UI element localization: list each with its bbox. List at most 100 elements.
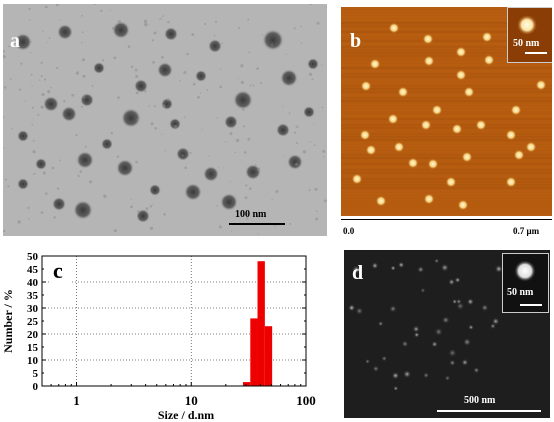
noise-speck: [152, 60, 156, 64]
nanoparticle: [52, 197, 66, 211]
nanoparticle: [466, 298, 475, 306]
noise-speck: [4, 178, 7, 181]
nanoparticle: [491, 317, 500, 326]
noise-speck: [221, 42, 223, 44]
noise-speck: [229, 132, 233, 136]
nanoparticle: [525, 141, 537, 153]
nanoparticle: [307, 58, 319, 70]
scale-bar-label: 500 nm: [464, 395, 496, 406]
sem-micrograph: [347, 258, 503, 391]
noise-speck: [3, 50, 6, 53]
noise-speck: [201, 128, 203, 130]
noise-speck: [260, 82, 263, 85]
noise-speck: [173, 124, 178, 129]
noise-speck: [181, 154, 184, 157]
noise-speck: [116, 155, 120, 158]
noise-speck: [164, 150, 167, 152]
noise-speck: [153, 31, 157, 35]
noise-speck: [82, 74, 86, 78]
noise-speck: [249, 187, 252, 190]
sem-inset: 50 nm: [502, 253, 549, 313]
noise-speck: [311, 78, 314, 81]
nanoparticle: [43, 96, 59, 112]
noise-speck: [245, 184, 248, 187]
nanoparticle: [452, 298, 458, 305]
nanoparticle: [444, 375, 451, 382]
noise-speck: [9, 78, 12, 80]
noise-speck: [151, 204, 153, 206]
noise-speck: [3, 147, 5, 149]
noise-speck: [31, 106, 34, 109]
noise-speck: [135, 91, 139, 95]
nanoparticle: [401, 340, 409, 348]
x-tick-label: 100: [296, 393, 316, 408]
panel-b-label: b: [350, 30, 362, 52]
nanoparticle: [420, 287, 426, 294]
noise-speck: [130, 205, 133, 209]
noise-speck: [117, 96, 120, 99]
scan-line: [341, 10, 552, 12]
nanoparticle: [441, 316, 450, 324]
scan-line: [341, 130, 552, 132]
scan-line: [341, 85, 552, 87]
noise-speck: [41, 93, 45, 96]
noise-speck: [247, 137, 251, 141]
nanoparticle: [455, 46, 467, 58]
nanoparticle: [17, 130, 29, 142]
nanoparticle: [80, 93, 94, 107]
noise-speck: [252, 84, 255, 87]
panel-a-label: a: [10, 30, 20, 52]
noise-speck: [110, 131, 113, 135]
nanoparticle: [381, 355, 388, 362]
noise-speck: [248, 51, 251, 54]
scan-line: [341, 43, 552, 45]
noise-speck: [161, 133, 163, 135]
scan-line: [341, 25, 552, 27]
inset-scale-bar: [520, 304, 542, 306]
noise-speck: [40, 105, 44, 109]
scan-line: [341, 82, 552, 84]
y-tick-label: 0: [33, 381, 39, 393]
nanoparticle: [262, 29, 284, 51]
nanoparticle: [455, 69, 467, 81]
afm-axis-end: 0.7 μm: [513, 226, 540, 236]
noise-speck: [51, 166, 55, 170]
noise-speck: [63, 100, 66, 103]
noise-speck: [204, 23, 207, 25]
nanoparticle: [397, 86, 409, 98]
nanoparticle: [134, 79, 148, 93]
noise-speck: [289, 222, 292, 225]
scan-line: [341, 211, 552, 213]
noise-speck: [313, 122, 315, 124]
nanoparticle: [276, 123, 290, 137]
noise-speck: [300, 25, 302, 28]
noise-speck: [322, 149, 326, 153]
noise-speck: [271, 42, 273, 44]
noise-speck: [84, 145, 87, 148]
nanoparticle: [451, 123, 463, 135]
noise-speck: [206, 89, 209, 91]
scan-line: [341, 58, 552, 60]
nanoparticle: [351, 265, 361, 275]
noise-speck: [56, 66, 59, 69]
noise-speck: [284, 155, 285, 157]
scan-line: [341, 31, 552, 33]
nanoparticle: [445, 176, 457, 188]
histogram-bar: [257, 261, 265, 386]
noise-speck: [32, 118, 34, 120]
noise-speck: [134, 68, 138, 72]
noise-speck: [314, 187, 318, 191]
noise-speck: [163, 100, 165, 103]
sem-image-panel: d 50 nm 500 nm: [344, 250, 550, 418]
noise-speck: [149, 205, 152, 208]
noise-speck: [189, 151, 192, 154]
scan-line: [341, 133, 552, 135]
scan-line: [341, 154, 552, 156]
nanoparticle: [420, 119, 432, 131]
noise-speck: [71, 94, 74, 97]
nanoparticle: [389, 304, 397, 313]
noise-speck: [216, 117, 218, 119]
noise-speck: [79, 170, 83, 173]
noise-speck: [323, 199, 327, 203]
nanoparticle: [224, 115, 238, 129]
